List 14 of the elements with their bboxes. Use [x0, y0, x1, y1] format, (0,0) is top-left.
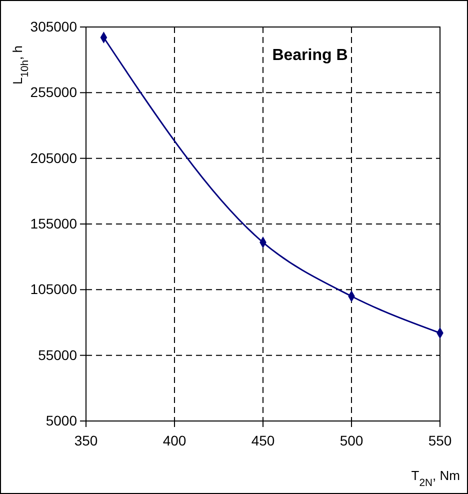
y-tick-label: 155000 — [30, 215, 78, 232]
x-axis-title: T$_{2N}$, Nm — [411, 468, 460, 488]
x-tick-label: 400 — [162, 432, 186, 448]
y-tick-label: 305000 — [30, 18, 78, 34]
x-tick-label: 350 — [74, 432, 98, 448]
x-tick-label: 450 — [251, 432, 275, 448]
text: Bearing B — [272, 47, 348, 64]
y-tick-label: 255000 — [30, 84, 78, 100]
y-tick-label: 105000 — [30, 281, 78, 298]
y-tick-label: 205000 — [30, 150, 78, 166]
x-tick-label: 500 — [340, 432, 364, 448]
x-tick-label: 550 — [428, 432, 452, 448]
y-tick-label: 55000 — [38, 346, 78, 363]
y-tick-label: 5000 — [46, 412, 78, 428]
